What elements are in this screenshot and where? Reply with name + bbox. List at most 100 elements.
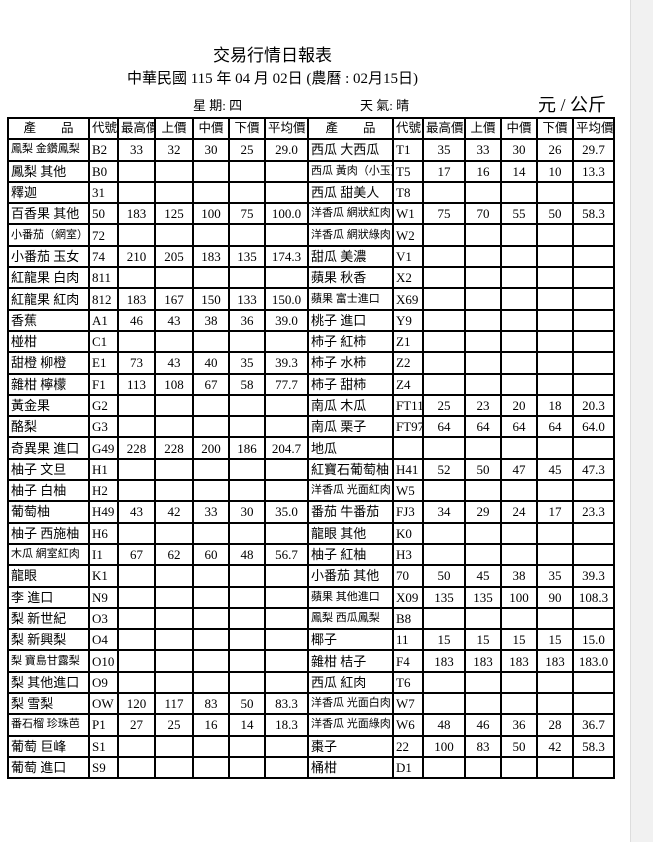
product-code: S9 — [88, 755, 119, 780]
price-cell: 108 — [154, 372, 194, 396]
price-cell: 77.7 — [264, 372, 309, 396]
price-cell — [264, 585, 309, 609]
price-cell: 26 — [536, 138, 574, 162]
product-name: 椰子 — [307, 628, 394, 652]
table-row: 梨 寶島甘露梨 O10 雜柑 桔子 F4 183 183 183 183 183.0 — [7, 649, 615, 673]
price-cell — [500, 308, 538, 332]
price-cell — [117, 649, 156, 673]
price-cell — [572, 436, 615, 460]
price-cell — [228, 670, 266, 695]
product-code: P1 — [88, 713, 119, 737]
price-cell — [536, 351, 574, 375]
price-cell: 29.0 — [264, 138, 309, 162]
price-cell: 60 — [192, 542, 230, 567]
product-code: 11 — [392, 628, 424, 652]
price-cell: 29 — [464, 500, 502, 524]
product-code: H49 — [88, 500, 119, 524]
price-cell: 183 — [500, 649, 538, 673]
product-code: D1 — [392, 755, 424, 780]
price-cell: 17 — [536, 500, 574, 524]
price-cell — [464, 479, 502, 503]
product-code: FT97 — [392, 415, 424, 439]
column-header: 最高價 — [117, 116, 156, 141]
price-cell — [192, 457, 230, 482]
price-cell — [536, 521, 574, 545]
price-cell — [572, 287, 615, 311]
product-name: 香蕉 — [7, 308, 90, 332]
scrollbar[interactable] — [630, 0, 653, 842]
price-cell: 30 — [192, 138, 230, 162]
price-cell — [154, 223, 194, 247]
product-name: 蘋果 富士進口 — [307, 287, 394, 311]
price-cell: 45 — [464, 564, 502, 588]
product-name: 鳳梨 金鑽鳳梨 — [7, 138, 90, 162]
price-cell — [154, 755, 194, 780]
price-cell: 43 — [154, 351, 194, 375]
price-cell — [228, 564, 266, 588]
product-name: 黃金果 — [7, 393, 90, 418]
product-name: 地瓜 — [307, 436, 394, 460]
column-header: 最高價 — [422, 116, 466, 141]
price-cell — [228, 393, 266, 418]
price-cell: 39.0 — [264, 308, 309, 332]
price-cell — [500, 351, 538, 375]
price-cell — [154, 415, 194, 439]
price-cell — [572, 755, 615, 780]
price-cell: 67 — [192, 372, 230, 396]
price-cell — [192, 564, 230, 588]
table-row: 紅龍果 紅肉 812 183 167 150 133 150.0 蘋果 富士進口 X69 — [7, 287, 615, 311]
price-cell — [264, 329, 309, 354]
price-cell: 50 — [228, 692, 266, 716]
price-cell: 20.3 — [572, 393, 615, 418]
column-header: 平均價 — [572, 116, 615, 141]
price-cell — [464, 521, 502, 545]
table-row: 柚子 文旦 H1 紅寶石葡萄柚 H41 52 50 47 45 47.3 — [7, 457, 615, 482]
price-cell — [500, 372, 538, 396]
column-header: 上價 — [154, 116, 194, 141]
price-cell: 14 — [228, 713, 266, 737]
price-cell — [422, 755, 466, 780]
price-cell — [192, 585, 230, 609]
price-cell: 42 — [154, 500, 194, 524]
product-code: H6 — [88, 521, 119, 545]
product-code: X09 — [392, 585, 424, 609]
table-row: 柚子 西施柚 H6 龍眼 其他 K0 — [7, 521, 615, 545]
price-cell: 24 — [500, 500, 538, 524]
product-name: 李 進口 — [7, 585, 90, 609]
price-cell — [422, 606, 466, 631]
price-cell: 28 — [536, 713, 574, 737]
product-name: 柚子 西施柚 — [7, 521, 90, 545]
price-cell: 23 — [464, 393, 502, 418]
price-cell: 67 — [117, 542, 156, 567]
column-header: 中價 — [500, 116, 538, 141]
product-code: FJ3 — [392, 500, 424, 524]
price-cell: 35 — [228, 351, 266, 375]
product-name: 梨 新興梨 — [7, 628, 90, 652]
price-cell — [536, 606, 574, 631]
price-cell: 183 — [422, 649, 466, 673]
product-code: W1 — [392, 202, 424, 226]
price-cell — [536, 308, 574, 332]
product-code: Z4 — [392, 372, 424, 396]
table-row: 鳳梨 其他 B0 西瓜 黃肉（小玉） T5 17 16 14 10 13.3 — [7, 159, 615, 183]
price-cell — [422, 308, 466, 332]
product-code: W6 — [392, 713, 424, 737]
product-name: 西瓜 紅肉 — [307, 670, 394, 695]
product-name: 紅龍果 紅肉 — [7, 287, 90, 311]
product-name: 南瓜 木瓜 — [307, 393, 394, 418]
product-name: 葡萄 巨峰 — [7, 734, 90, 758]
price-cell: 64 — [422, 415, 466, 439]
price-cell: 183 — [117, 202, 156, 226]
price-cell: 186 — [228, 436, 266, 460]
price-cell: 62 — [154, 542, 194, 567]
table-row: 釋迦 31 西瓜 甜美人 T8 — [7, 180, 615, 205]
price-cell — [264, 628, 309, 652]
price-cell — [500, 755, 538, 780]
price-cell — [464, 436, 502, 460]
price-cell — [264, 266, 309, 290]
price-cell — [192, 606, 230, 631]
price-cell — [536, 266, 574, 290]
product-name: 蘋果 其他進口 — [307, 585, 394, 609]
price-cell — [422, 287, 466, 311]
product-name: 番茄 牛番茄 — [307, 500, 394, 524]
